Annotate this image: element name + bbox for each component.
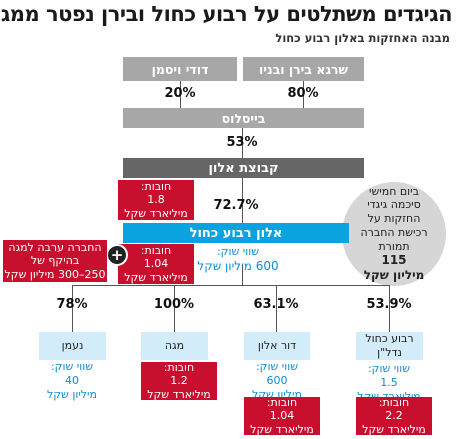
guarantee-line: בהיקף של	[30, 254, 80, 268]
alon-group-box: קבוצת אלון	[123, 158, 364, 178]
percent-blue-square-realestate: 53.9%	[366, 297, 412, 312]
percent-biran: 80%	[287, 86, 319, 101]
market-value-label: שווי שוק:	[216, 245, 260, 258]
guarantee-line: החברה ערבה למגה	[8, 241, 102, 255]
debt-label: חובות:	[140, 180, 172, 194]
connector-line	[72, 285, 73, 332]
debt-unit: מיליארד שקל	[362, 422, 426, 436]
percent-dor-alon: 63.1%	[253, 297, 299, 312]
company-name: רבוע כחול	[365, 332, 414, 346]
connector-line	[72, 285, 390, 286]
market-value-amount: 40	[65, 373, 79, 387]
debt-group-box: חובות: 1.8 מיליארד שקל	[118, 180, 194, 220]
note-line: תמורת	[378, 239, 410, 253]
debt-unit: מיליארד שקל	[250, 422, 314, 436]
connector-line	[242, 178, 243, 223]
percent-mega: 100%	[153, 297, 195, 312]
guarantee-box: החברה ערבה למגה בהיקף של 250–300 מיליון …	[3, 240, 107, 282]
connector-line	[180, 81, 181, 111]
market-value-amount: 600 מיליון שקל	[197, 258, 279, 273]
shareholder-biran: שרגא בירן ובניו	[243, 57, 364, 81]
page-title: הגיגדים משתלטים על רבוע כחול ובירן נפטר …	[0, 2, 453, 26]
debt-label: חובות:	[266, 396, 298, 410]
debt-blue-square-realestate-box: חובות: 2.2 מיליארד שקל	[356, 396, 432, 436]
debt-value: 2.2	[385, 409, 403, 423]
connector-line	[276, 285, 277, 332]
percent-53: 53%	[226, 135, 258, 150]
note-line: סיכמה גיגדי	[367, 198, 421, 212]
market-value-amount: 600	[266, 373, 288, 387]
market-value-amount: 1.5	[380, 375, 398, 389]
percent-72-7: 72.7%	[213, 198, 259, 213]
note-amount: 115	[381, 253, 407, 268]
market-value: שווי שוק: 600 מיליון שקל	[188, 245, 288, 274]
naaman-box: נעמן	[39, 332, 106, 360]
shareholder-wiseman: דודי ויסמן	[123, 57, 237, 81]
connector-line	[174, 285, 175, 332]
debt-unit: מיליארד שקל	[124, 270, 188, 284]
note-line: ביום חמישי	[369, 184, 419, 198]
debt-value: 1.2	[170, 374, 188, 388]
page-subtitle: מבנה האחזקות באלון רבוע כחול	[275, 31, 450, 45]
dor-alon-box: דור אלון	[244, 332, 310, 360]
bycelsus-box: בייסלוס	[123, 108, 364, 128]
debt-value: 1.8	[147, 193, 165, 207]
debt-label: חובות:	[163, 361, 195, 375]
debt-unit: מיליארד שקל	[147, 387, 211, 401]
company-name: נדל"ן	[377, 346, 402, 359]
blue-square-realestate-box: רבוע כחול נדל"ן	[356, 332, 423, 360]
guarantee-line: 250–300 מיליון שקל	[4, 267, 106, 281]
plus-icon: +	[106, 244, 128, 266]
debt-label: חובות:	[140, 244, 172, 258]
debt-value: 1.04	[143, 257, 169, 271]
debt-label: חובות:	[378, 396, 410, 410]
debt-dor-alon-box: חובות: 1.04 מיליארד שקל	[244, 396, 320, 436]
note-line: רכישת החברה	[360, 225, 428, 239]
percent-wiseman: 20%	[164, 86, 196, 101]
market-value: שווי שוק: 1.5 מיליארד שקל	[351, 362, 427, 403]
alon-blue-square-box: אלון רבוע כחול	[123, 223, 349, 243]
connector-line	[389, 285, 390, 332]
percent-naaman: 78%	[56, 297, 88, 312]
debt-mega-box: חובות: 1.2 מיליארד שקל	[141, 361, 217, 401]
debt-blue-box: חובות: 1.04 מיליארד שקל	[118, 244, 194, 284]
acquisition-note-circle: ביום חמישי סיכמה גיגדי החזקות על רכישת ה…	[342, 182, 446, 286]
note-unit: מיליון שקל	[363, 268, 425, 283]
market-value-label: שווי שוק:	[255, 360, 299, 373]
connector-line	[242, 128, 243, 158]
market-value: שווי שוק: 40 מיליון שקל	[34, 360, 110, 401]
market-value-label: שווי שוק:	[50, 360, 94, 373]
market-value: שווי שוק: 600 מיליון שקל	[239, 360, 315, 401]
note-line: החזקות על	[367, 212, 421, 226]
connector-line	[242, 265, 243, 285]
mega-box: מגה	[141, 332, 208, 360]
debt-value: 1.04	[269, 409, 295, 423]
debt-unit: מיליארד שקל	[124, 206, 188, 220]
connector-line	[303, 81, 304, 111]
market-value-label: שווי שוק:	[367, 362, 411, 375]
market-value-unit: מיליון שקל	[47, 387, 97, 401]
